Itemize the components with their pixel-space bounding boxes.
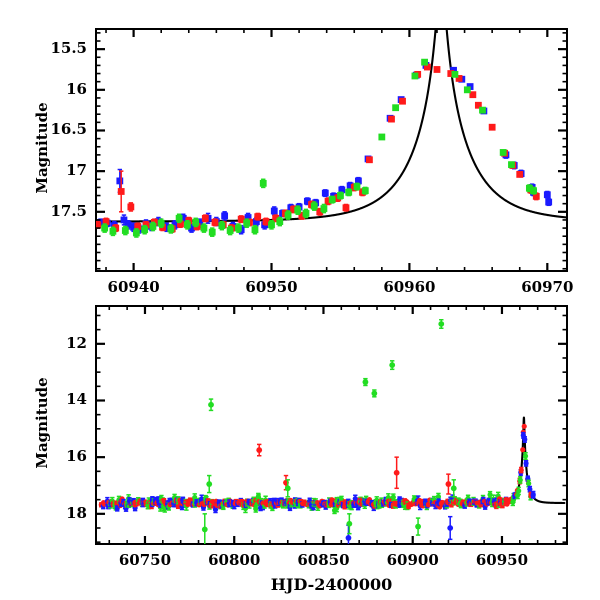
x-tick-label: 60900 — [386, 551, 439, 569]
x-tick-label: 60960 — [383, 278, 436, 296]
y-tick-label: 17 — [66, 161, 87, 180]
y-tick-label: 14 — [66, 390, 87, 409]
y-tick-label: 15.5 — [50, 39, 87, 58]
x-tick-label: 60970 — [521, 278, 574, 296]
x-tick-label: 60750 — [118, 551, 172, 569]
y-tick-label: 18 — [66, 503, 87, 522]
y-tick-label: 16.5 — [50, 120, 87, 139]
bottom-panel-frame — [95, 305, 568, 545]
y-tick-label: 12 — [66, 333, 87, 352]
bottom-panel-x-axis-label: HJD-2400000 — [270, 575, 393, 594]
y-tick-label: 16 — [66, 79, 87, 98]
top-panel-frame — [95, 28, 568, 272]
bottom-panel-y-axis-label: Magnitude — [33, 377, 51, 469]
x-tick-label: 60950 — [245, 278, 298, 296]
x-tick-label: 60800 — [208, 551, 261, 569]
x-tick-label: 60950 — [475, 551, 529, 569]
x-tick-label: 60850 — [297, 551, 350, 569]
y-tick-label: 16 — [66, 447, 87, 466]
y-tick-label: 17.5 — [50, 201, 87, 220]
x-tick-label: 60940 — [107, 278, 160, 296]
